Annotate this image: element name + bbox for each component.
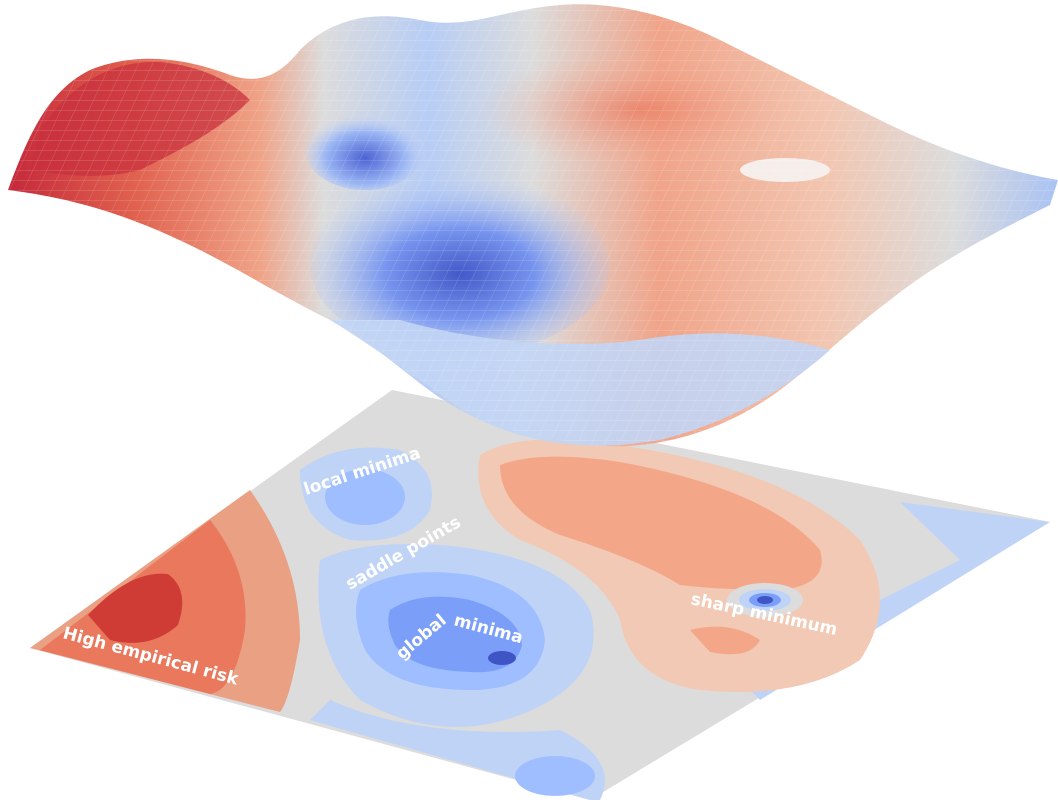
floor-salmon-right [500, 456, 822, 590]
floor-basin-inner [388, 596, 522, 673]
floor-sharp-core [757, 596, 773, 604]
floor-global-core [488, 651, 516, 665]
floor-bottom-blob [515, 756, 595, 796]
floor-local-inner [325, 469, 405, 525]
contour-floor [30, 390, 1050, 800]
surface-mesh [8, 4, 1058, 447]
loss-surface [8, 4, 1058, 447]
floor-warm-blob [690, 626, 760, 655]
floor-red-left [88, 573, 183, 643]
